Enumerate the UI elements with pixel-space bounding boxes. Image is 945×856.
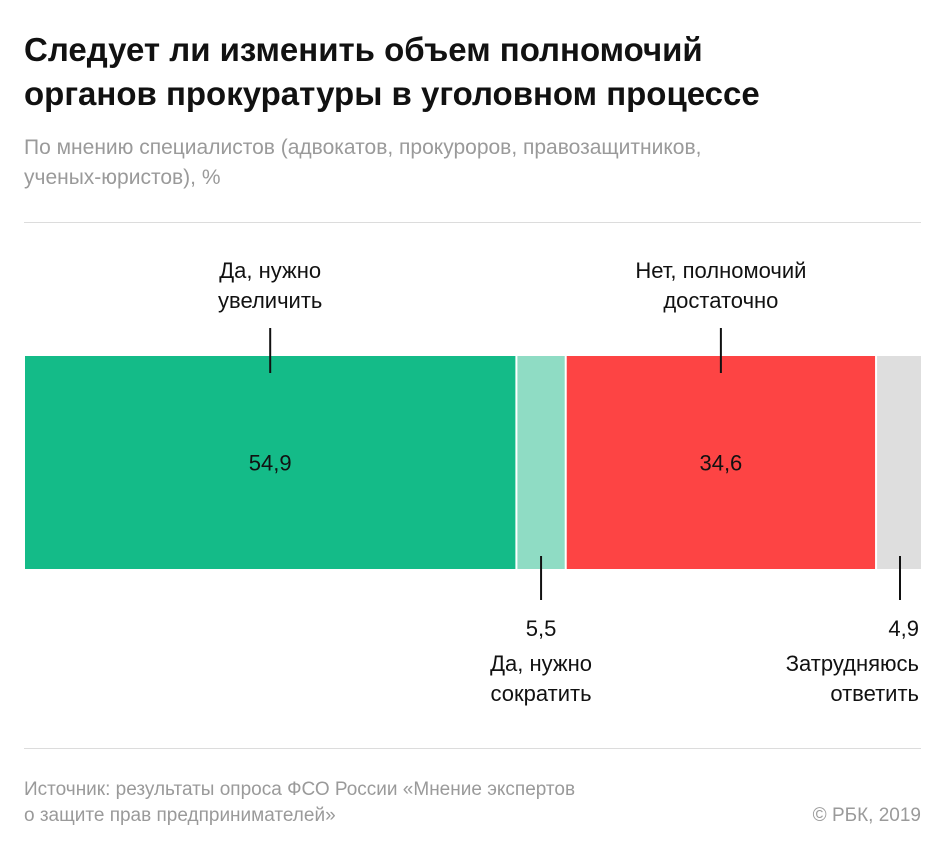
segment-да-нужно-сократить-value-label: 5,5	[526, 616, 557, 641]
segment-да-нужно-сократить-label-line-2: сократить	[491, 681, 592, 706]
chart-title-line-1: Следует ли изменить объем полномочий	[24, 31, 703, 68]
segment-да-нужно-увеличить-value-label: 54,9	[249, 451, 292, 476]
segment-затрудняюсь-ответить-label-line-1: Затрудняюсь	[786, 651, 919, 676]
source-note: Источник: результаты опроса ФСО России «…	[24, 777, 575, 829]
segment-да-нужно-увеличить-bar	[25, 356, 516, 569]
chart-subtitle-line-2: ученых-юристов), %	[24, 166, 221, 189]
copyright: © РБК, 2019	[812, 805, 921, 826]
chart-title: Следует ли изменить объем полномочий орг…	[24, 28, 924, 116]
segment-да-нужно-сократить-label-line-1: Да, нужно	[490, 651, 592, 676]
segment-да-нужно-увеличить-label-line-2: увеличить	[218, 288, 322, 313]
segment-затрудняюсь-ответить-bar	[877, 356, 921, 569]
top-divider	[24, 222, 921, 223]
bottom-divider	[24, 748, 921, 749]
segment-нет-полномочий-достаточно-value-label: 34,6	[699, 451, 742, 476]
segment-нет-полномочий-достаточно-label-line-1: Нет, полномочий	[635, 258, 806, 283]
chart-subtitle: По мнению специалистов (адвокатов, проку…	[24, 133, 924, 193]
segment-затрудняюсь-ответить-label-line-2: ответить	[830, 681, 919, 706]
segment-да-нужно-сократить-bar	[517, 356, 565, 569]
segment-да-нужно-увеличить-label-line-1: Да, нужно	[219, 258, 321, 283]
segment-затрудняюсь-ответить-value-label: 4,9	[888, 616, 919, 641]
source-line-2: о защите прав предпринимателей»	[24, 805, 336, 826]
source-line-1: Источник: результаты опроса ФСО России «…	[24, 779, 576, 800]
segment-нет-полномочий-достаточно-bar	[566, 356, 876, 569]
chart-title-line-2: органов прокуратуры в уголовном процессе	[24, 75, 760, 112]
chart-subtitle-line-1: По мнению специалистов (адвокатов, проку…	[24, 136, 702, 159]
segment-нет-полномочий-достаточно-label-line-2: достаточно	[663, 288, 778, 313]
